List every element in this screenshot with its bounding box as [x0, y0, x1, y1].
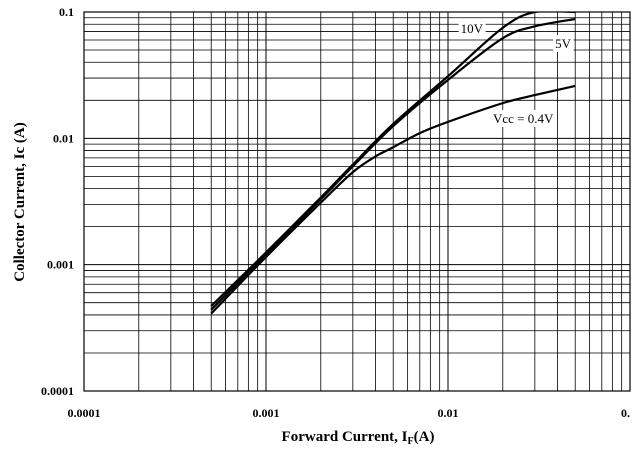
tick-labels: 0.0001 0.001 0.01 0. 0.1 0.01 0.001 0.0001: [41, 5, 630, 420]
x-tick-label: 0.0001: [68, 406, 101, 420]
series-line-0: [210, 12, 576, 307]
x-axis-title-subscript: F: [408, 436, 414, 447]
series-label-vcc-bg: [491, 110, 557, 127]
grid: [83, 12, 630, 392]
x-tick-label: 0.001: [253, 406, 280, 420]
series-label-5v-bg: [553, 35, 574, 52]
series-label-vcc: Vcc = 0.4V: [491, 110, 557, 127]
series-label-vcc-text: Vcc = 0.4V: [493, 111, 554, 126]
series-line-1: [210, 17, 576, 311]
series-label-5v-text: 5V: [555, 36, 572, 51]
series-label-10v: 10V: [458, 20, 486, 37]
y-tick-label: 0.001: [47, 258, 74, 272]
series-label-10v-bg: [458, 20, 486, 37]
x-tick-label: 0.: [621, 406, 630, 420]
series-line-2: [210, 84, 576, 315]
y-tick-label: 0.01: [53, 131, 74, 145]
x-axis-title-main: Forward Current, I: [282, 429, 408, 445]
x-axis-title: Forward Current, IF(A): [282, 429, 435, 447]
y-axis-title: Collector Current, Ic (A): [12, 122, 28, 281]
y-tick-label: 0.0001: [41, 384, 74, 398]
series-label-10v-text: 10V: [461, 21, 484, 36]
series-labels: 10V 5V Vcc = 0.4V: [458, 20, 574, 127]
series-label-5v: 5V: [553, 35, 574, 52]
series-layer: [210, 12, 576, 315]
x-tick-label: 0.01: [438, 406, 459, 420]
y-tick-label: 0.1: [59, 5, 74, 19]
plot-frame: [83, 11, 631, 392]
x-axis-title-suffix: (A): [414, 429, 435, 445]
